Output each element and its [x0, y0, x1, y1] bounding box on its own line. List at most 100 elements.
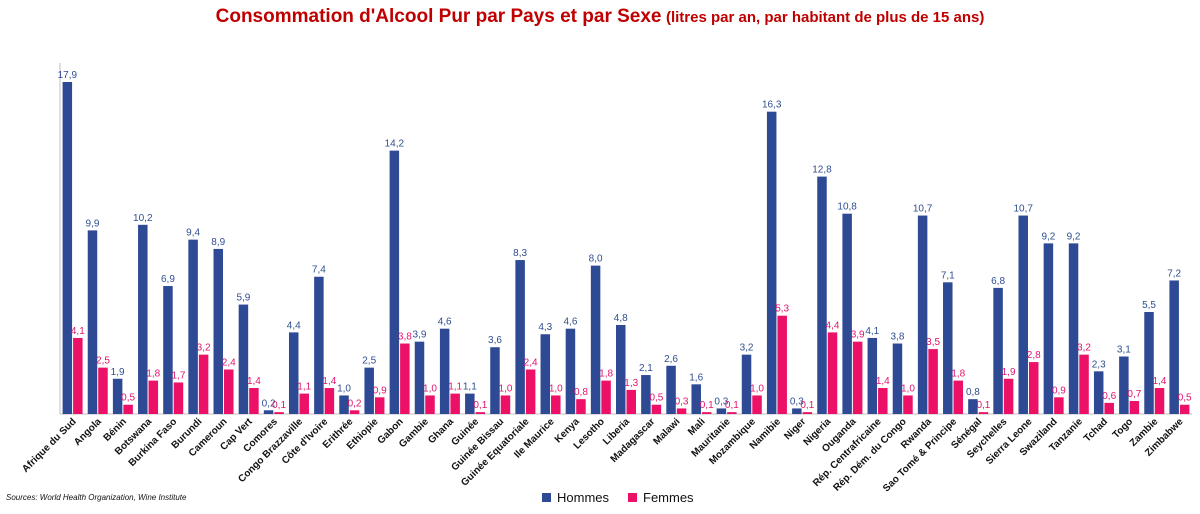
bar-femmes: [978, 412, 989, 414]
legend-swatch-hommes: [542, 493, 551, 502]
bar-femmes: [802, 412, 813, 414]
bar-femmes: [852, 341, 863, 414]
bar-hommes: [389, 150, 400, 414]
value-label-hommes: 4,4: [287, 320, 301, 331]
source-note: Sources: World Health Organization, Wine…: [6, 493, 187, 502]
bar-hommes: [87, 230, 98, 414]
value-label-femmes: 0,3: [675, 396, 689, 407]
value-label-femmes: 3,9: [851, 330, 865, 341]
bar-femmes: [1154, 388, 1165, 414]
value-label-femmes: 0,2: [348, 398, 362, 409]
value-label-hommes: 16,3: [762, 100, 782, 111]
value-label-femmes: 0,1: [976, 400, 990, 411]
value-label-femmes: 5,3: [775, 304, 789, 315]
bar-femmes: [928, 349, 938, 414]
bar-hommes: [766, 111, 777, 415]
bar-hommes: [641, 375, 651, 414]
value-label-femmes: 0,6: [1102, 391, 1116, 402]
value-label-hommes: 3,2: [740, 343, 754, 354]
value-label-femmes: 4,4: [826, 320, 840, 331]
bar-femmes: [601, 380, 611, 414]
bar-hommes: [540, 334, 551, 414]
bar-hommes: [439, 328, 450, 414]
value-label-hommes: 17,9: [58, 70, 78, 81]
value-label-femmes: 1,8: [146, 369, 160, 380]
value-label-femmes: 3,8: [398, 332, 412, 343]
bar-hommes: [817, 176, 827, 414]
bar-femmes: [374, 397, 385, 414]
value-label-hommes: 2,6: [664, 354, 678, 365]
value-label-hommes: 12,8: [812, 165, 832, 176]
value-label-femmes: 0,5: [649, 393, 663, 404]
value-label-femmes: 0,1: [700, 400, 714, 411]
bar-femmes: [1003, 378, 1014, 414]
value-label-hommes: 3,8: [891, 332, 905, 343]
value-label-hommes: 10,7: [1014, 204, 1034, 215]
bar-femmes: [98, 367, 108, 414]
value-label-femmes: 1,1: [297, 382, 311, 393]
category-label: Malawi: [651, 416, 682, 447]
bar-hommes: [364, 367, 374, 414]
value-label-hommes: 1,1: [463, 382, 477, 393]
bar-femmes: [173, 382, 184, 414]
value-label-hommes: 1,0: [337, 383, 351, 394]
bar-femmes: [827, 332, 838, 414]
bar-hommes: [138, 224, 148, 414]
bar-femmes: [1129, 401, 1140, 414]
bar-hommes: [1068, 243, 1079, 414]
bar-femmes: [1028, 362, 1039, 414]
bar-femmes: [400, 343, 410, 414]
chart-title-main: Consommation d'Alcool Pur par Pays et pa…: [215, 6, 662, 27]
value-label-femmes: 0,5: [121, 393, 135, 404]
bar-hommes: [968, 399, 978, 414]
value-label-femmes: 1,4: [1153, 376, 1167, 387]
bar-femmes: [224, 369, 234, 414]
value-label-femmes: 0,1: [473, 400, 487, 411]
bar-hommes: [741, 354, 752, 414]
bar-femmes: [274, 412, 284, 414]
chart-title: Consommation d'Alcool Pur par Pays et pa…: [0, 6, 1200, 28]
bar-femmes: [1079, 354, 1089, 414]
value-label-hommes: 9,9: [86, 218, 100, 229]
bar-hommes: [339, 395, 349, 414]
bar-hommes: [842, 213, 852, 414]
value-label-hommes: 7,1: [941, 270, 955, 281]
bar-hommes: [515, 260, 525, 414]
bar-femmes: [752, 395, 762, 414]
value-label-hommes: 2,3: [1092, 359, 1106, 370]
value-label-hommes: 0,8: [966, 387, 980, 398]
bar-femmes: [1104, 402, 1114, 414]
value-label-femmes: 1,4: [247, 376, 261, 387]
value-label-femmes: 1,3: [624, 378, 638, 389]
bar-hommes: [112, 378, 123, 414]
bar-hommes: [943, 282, 953, 414]
value-label-femmes: 0,8: [574, 387, 588, 398]
value-label-hommes: 0,3: [714, 396, 728, 407]
category-label: Mali: [686, 416, 708, 438]
bar-femmes: [123, 404, 133, 414]
value-label-hommes: 2,5: [362, 356, 376, 367]
bar-hommes: [1119, 356, 1129, 414]
value-label-hommes: 4,3: [538, 322, 552, 333]
value-label-femmes: 4,1: [71, 326, 85, 337]
value-label-hommes: 6,8: [991, 276, 1005, 287]
bar-hommes: [1093, 371, 1104, 414]
value-label-femmes: 1,0: [549, 383, 563, 394]
value-label-femmes: 1,8: [599, 369, 613, 380]
value-label-femmes: 1,0: [499, 383, 513, 394]
value-label-femmes: 1,7: [171, 370, 185, 381]
bar-hommes: [917, 215, 928, 414]
bar-femmes: [500, 395, 511, 414]
value-label-femmes: 0,7: [1127, 389, 1141, 400]
bar-femmes: [727, 412, 737, 414]
bar-hommes: [616, 324, 626, 414]
value-label-femmes: 1,0: [901, 383, 915, 394]
bar-femmes: [651, 404, 662, 414]
bar-hommes: [892, 343, 903, 414]
bar-femmes: [198, 354, 209, 414]
bar-femmes: [1179, 404, 1190, 414]
bar-hommes: [465, 393, 475, 414]
bar-hommes: [62, 82, 73, 414]
bar-femmes: [576, 399, 586, 414]
